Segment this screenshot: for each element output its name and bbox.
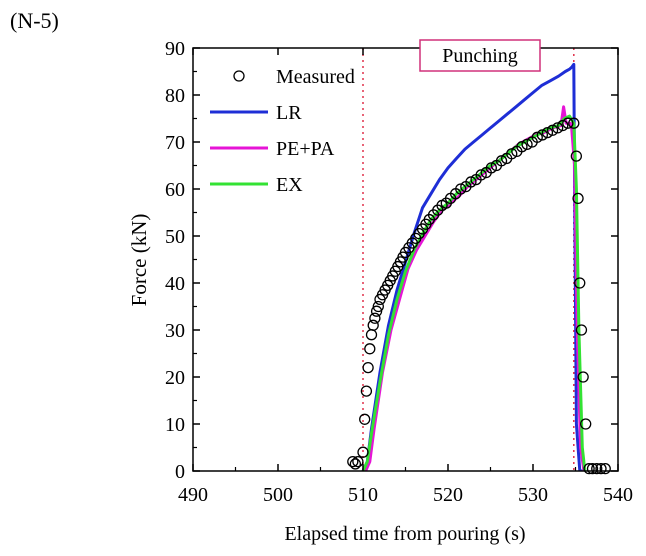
measured-point [586, 462, 599, 475]
x-tick-label: 540 [603, 484, 633, 506]
measured-point [536, 129, 548, 141]
measured-point [357, 446, 369, 458]
measured-point [369, 312, 381, 324]
measured-point [557, 119, 569, 132]
measured-point [572, 192, 584, 205]
measured-point [485, 162, 498, 174]
measured-point [367, 319, 379, 331]
measured-point [531, 131, 543, 143]
y-axis-label: Force (kN) [127, 214, 151, 307]
measured-point [455, 183, 467, 195]
measured-point [370, 305, 383, 317]
measured-point [506, 148, 518, 160]
measured-point [541, 126, 554, 139]
y-tick-label: 20 [165, 367, 185, 389]
vertical-markers [362, 48, 575, 471]
legend-label-lr: LR [276, 102, 302, 124]
legend-label-measured: Measured [276, 66, 355, 88]
y-tick-label: 70 [165, 132, 185, 154]
measured-point [599, 462, 611, 475]
x-tick-label: 510 [348, 484, 378, 506]
y-tick-label: 30 [165, 320, 185, 342]
y-tick-label: 10 [165, 414, 185, 436]
series-line-pe-pa [364, 105, 586, 471]
y-axis: 0 10 20 30 40 50 60 70 80 90 [165, 38, 618, 483]
measured-point [365, 329, 378, 341]
measured-point [575, 324, 588, 336]
x-axis: 490 500 510 520 530 540 [178, 48, 633, 506]
measured-point [577, 371, 589, 383]
measured-point [580, 418, 592, 430]
measured-point [546, 124, 559, 136]
measured-point [352, 455, 364, 468]
measured-point [495, 155, 508, 167]
measured-point [364, 343, 376, 355]
annotation-punching: Punching [442, 45, 518, 67]
x-tick-label: 490 [178, 484, 208, 506]
measured-points [347, 117, 611, 475]
legend-swatch-measured [233, 70, 245, 82]
y-tick-label: 0 [175, 461, 185, 483]
y-tick-label: 50 [165, 226, 185, 248]
series-line-lr [361, 62, 584, 471]
measured-point [475, 169, 487, 181]
measured-point [372, 300, 384, 313]
annotation-box: Punching [419, 39, 541, 72]
measured-point [516, 141, 528, 153]
x-tick-label: 530 [518, 484, 548, 506]
measured-point [583, 462, 595, 475]
measured-point [465, 176, 477, 188]
measured-point [570, 150, 582, 162]
legend-label-ex: EX [276, 174, 303, 196]
measured-point [568, 117, 580, 129]
measured-point [562, 117, 574, 129]
measured-point [595, 462, 607, 475]
x-tick-label: 520 [433, 484, 463, 506]
measured-point [349, 458, 362, 470]
measured-point [552, 122, 564, 134]
legend: Measured LR PE+PA EX [210, 66, 355, 196]
y-tick-label: 90 [165, 38, 185, 60]
y-tick-label: 40 [165, 273, 185, 295]
measured-point [359, 413, 371, 425]
legend-label-pe-pa: PE+PA [276, 138, 335, 160]
measured-point [574, 277, 586, 289]
panel-label: (N-5) [10, 8, 59, 33]
measured-point [360, 385, 373, 397]
measured-point [591, 462, 603, 475]
x-tick-label: 500 [263, 484, 293, 506]
measured-point [521, 138, 533, 151]
y-tick-label: 60 [165, 179, 185, 201]
measured-point [347, 455, 359, 468]
measured-point [362, 361, 374, 374]
y-tick-label: 80 [165, 85, 185, 107]
x-axis-label: Elapsed time from pouring (s) [284, 523, 525, 545]
